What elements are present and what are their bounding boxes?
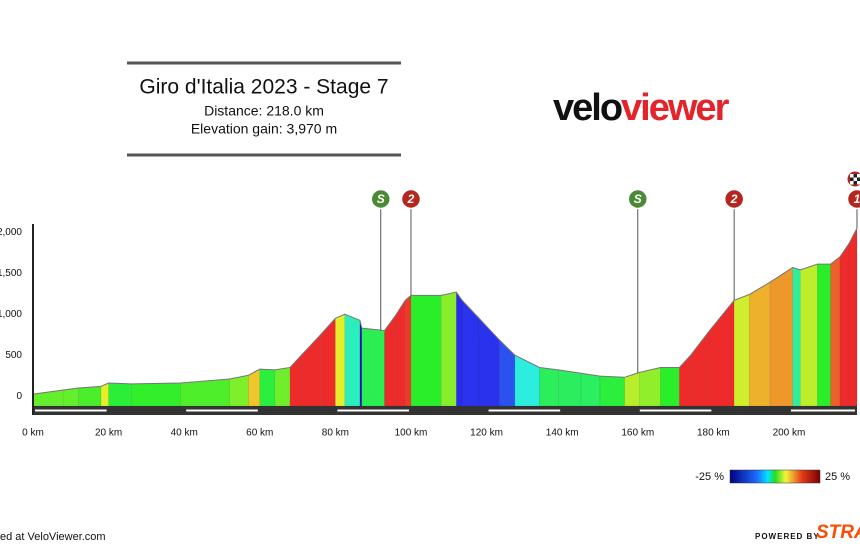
flag-check — [850, 181, 854, 185]
profile-segment — [335, 313, 346, 407]
climb-marker — [723, 188, 745, 210]
profile-segment — [624, 372, 640, 407]
profile-segment — [639, 367, 661, 407]
subtitle: Distance: 218.0 km — [204, 103, 324, 119]
profile-segment — [78, 386, 102, 407]
x-tick-label: 0 km — [22, 428, 44, 439]
x-tick-label: 20 km — [95, 428, 122, 439]
profile-segment — [100, 382, 109, 407]
profile-segment — [792, 267, 801, 407]
marker-label: 2 — [407, 192, 415, 206]
profile-segment — [800, 263, 818, 407]
profile-segment — [259, 368, 276, 407]
subtitle: Elevation gain: 3,970 m — [191, 121, 337, 137]
marker-label: S — [377, 192, 385, 206]
profile-segment — [839, 242, 850, 407]
y-tick-label: 2,000 — [0, 227, 22, 238]
y-tick-label: 1,000 — [0, 309, 22, 320]
profile-segment — [180, 378, 230, 407]
footer-strava: STRA — [816, 522, 860, 543]
profile-segment — [359, 320, 363, 407]
y-tick-label: 0 — [16, 391, 22, 402]
profile-segment — [558, 369, 582, 407]
x-tick-label: 60 km — [246, 428, 273, 439]
profile-segment — [478, 317, 501, 407]
profile-segment — [817, 263, 831, 407]
profile-segment — [320, 317, 336, 407]
x-tick-label: 160 km — [621, 428, 654, 439]
marker-label: 2 — [730, 192, 738, 206]
profile-segment — [344, 313, 361, 407]
logo: veloviewer — [553, 87, 730, 129]
x-tick-label: 120 km — [470, 428, 503, 439]
profile-segment — [361, 327, 385, 407]
profile-segment — [62, 387, 79, 407]
x-tick-label: 140 km — [546, 428, 579, 439]
profile-segment — [733, 294, 750, 407]
x-tick-label: 80 km — [322, 428, 349, 439]
color-scale — [729, 469, 821, 484]
flag-check — [853, 177, 857, 181]
profile-segment — [514, 354, 540, 407]
profile-segment — [229, 374, 249, 407]
profile-segment — [274, 367, 291, 407]
marker-label: S — [634, 192, 642, 206]
flag-check — [857, 177, 860, 181]
profile-segment — [405, 294, 412, 407]
axis-strip — [33, 406, 857, 415]
logo-part: viewer — [621, 87, 730, 129]
profile-segment — [440, 291, 457, 407]
color-scale-label: -25 % — [695, 471, 724, 483]
profile-segment — [830, 256, 841, 407]
profile-segment — [499, 339, 516, 407]
color-scale-label: 25 % — [825, 471, 850, 483]
profile-segment — [749, 281, 771, 407]
marker-label: 1 — [854, 192, 860, 206]
y-tick-label: 500 — [5, 350, 22, 361]
profile-segment — [539, 367, 559, 407]
flag-check — [853, 174, 857, 178]
y-tick-label: 1,500 — [0, 268, 22, 279]
profile-segment — [679, 354, 691, 407]
x-tick-label: 200 km — [773, 428, 806, 439]
x-tick-label: 100 km — [395, 428, 428, 439]
climb-marker — [370, 188, 391, 210]
logo-part: velo — [553, 87, 622, 129]
profile-segment — [599, 375, 625, 407]
climb-marker — [846, 188, 860, 210]
footer-credit: ed at VeloViewer.com — [0, 531, 106, 543]
x-tick-label: 40 km — [171, 428, 198, 439]
profile-segment — [289, 354, 302, 407]
profile-segment — [410, 295, 442, 407]
flag-check — [857, 174, 860, 178]
flag-check — [853, 181, 857, 185]
profile-segment — [769, 266, 793, 407]
profile-line — [32, 227, 858, 395]
climb-marker — [627, 188, 649, 210]
footer-powered: POWERED BY — [755, 532, 820, 541]
profile-segment — [690, 329, 710, 407]
x-tick-label: 180 km — [697, 428, 730, 439]
profile-segment — [580, 372, 601, 407]
profile-segment — [108, 382, 132, 407]
flag-check — [857, 181, 860, 185]
profile-segment — [395, 299, 406, 407]
flag-check — [850, 174, 854, 178]
profile-segment — [849, 227, 858, 407]
climb-marker — [400, 188, 422, 210]
profile-segment — [660, 367, 680, 407]
flag-check — [850, 177, 854, 181]
chart-title: Giro d'Italia 2023 - Stage 7 — [139, 76, 388, 99]
profile-segment — [131, 382, 181, 407]
profile-segment — [456, 291, 463, 407]
